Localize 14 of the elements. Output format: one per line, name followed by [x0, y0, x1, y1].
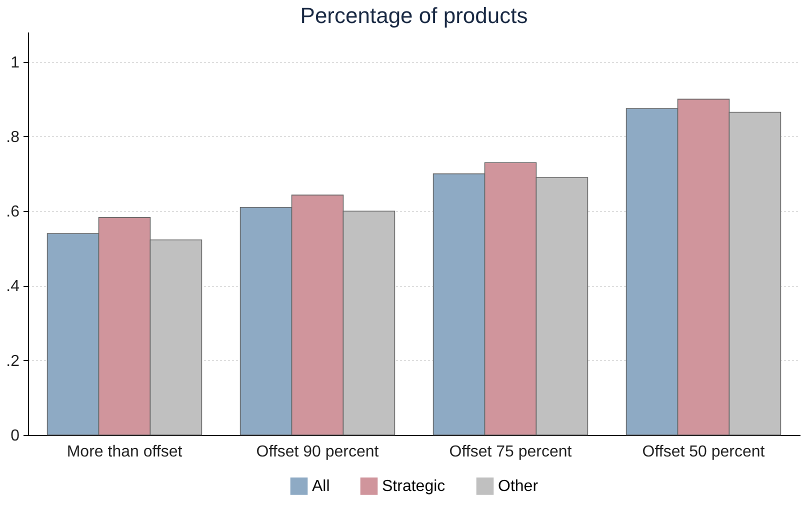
y-tick-label: 0: [10, 428, 20, 444]
x-tick-label: Offset 75 percent: [449, 444, 572, 460]
y-tick-label: .2: [6, 352, 20, 370]
legend-label: Other: [498, 478, 539, 496]
y-tick-label: 1: [10, 54, 20, 72]
chart-title: Percentage of products: [300, 3, 528, 28]
legend-label: All: [312, 478, 330, 496]
x-tick-label: Offset 90 percent: [256, 444, 380, 460]
legend-label: Strategic: [382, 478, 446, 496]
y-tick-label: .4: [6, 278, 20, 296]
x-tick-label: Offset 50 percent: [642, 444, 766, 460]
y-tick-label: .8: [6, 128, 20, 146]
y-tick-label: .6: [6, 204, 20, 221]
x-tick-label: More than offset: [66, 444, 183, 460]
